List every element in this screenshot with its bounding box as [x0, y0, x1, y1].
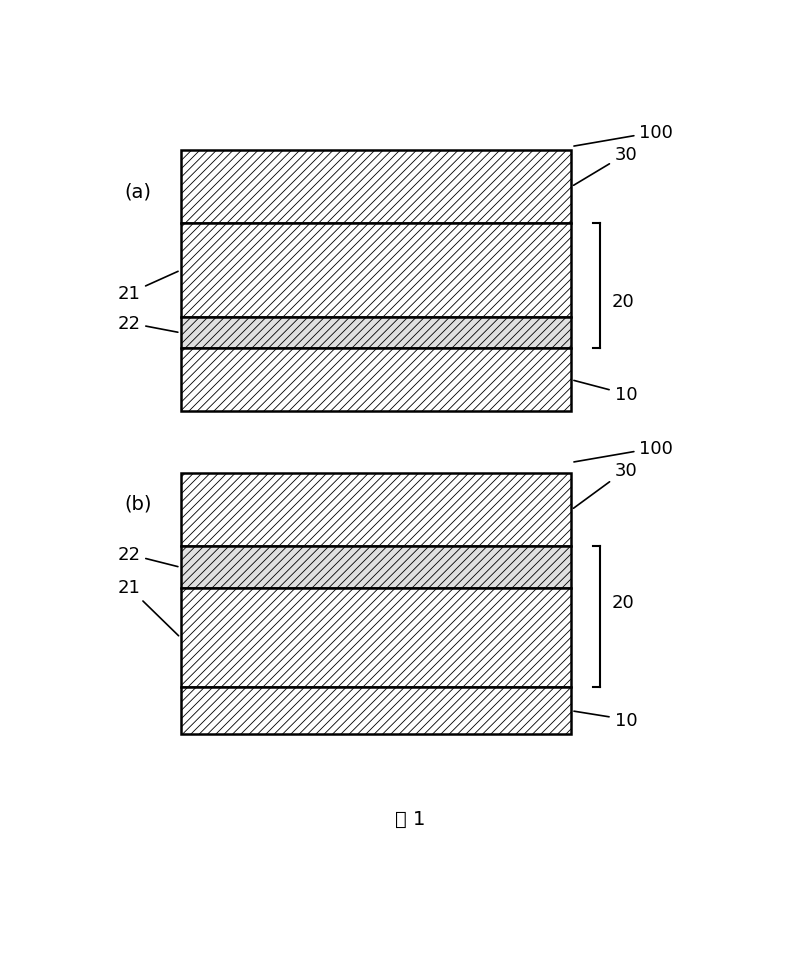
Text: 20: 20	[611, 293, 634, 311]
Bar	[181, 589, 571, 687]
Text: 22: 22	[118, 314, 178, 333]
Text: 100: 100	[574, 124, 674, 147]
Text: (b): (b)	[125, 494, 152, 513]
Bar	[181, 687, 571, 735]
Text: 30: 30	[574, 461, 638, 509]
Text: 30: 30	[574, 146, 638, 186]
Bar	[181, 547, 571, 589]
Text: 21: 21	[118, 272, 178, 303]
Text: 图 1: 图 1	[395, 809, 425, 828]
Bar	[181, 349, 571, 412]
Bar	[181, 224, 571, 317]
Text: 22: 22	[118, 546, 178, 567]
Bar	[181, 317, 571, 349]
Text: (a): (a)	[125, 182, 152, 201]
Text: 10: 10	[574, 711, 638, 729]
Text: 10: 10	[574, 381, 638, 404]
Bar	[181, 152, 571, 224]
Text: 21: 21	[118, 578, 178, 636]
Bar	[181, 474, 571, 547]
Text: 100: 100	[574, 439, 674, 462]
Text: 20: 20	[611, 594, 634, 611]
